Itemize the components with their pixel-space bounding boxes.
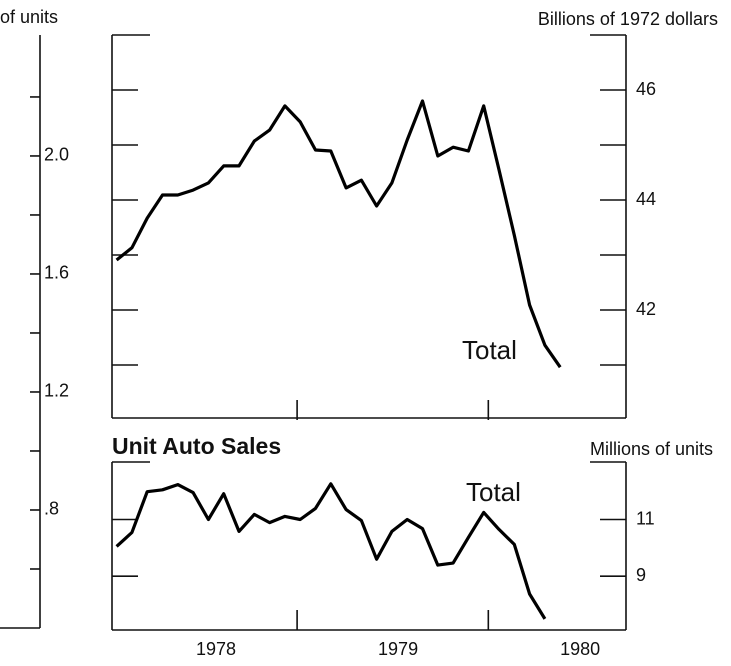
panel-title: Unit Auto Sales: [112, 433, 281, 459]
y-tick-label: 1.2: [44, 381, 69, 401]
series-annotation: Total: [466, 477, 521, 507]
series-line: [115, 99, 562, 369]
bottom-axis-label: Millions of units: [590, 439, 713, 459]
x-tick-label: 1979: [378, 639, 418, 659]
top-axis-label: Billions of 1972 dollars: [538, 9, 718, 29]
y-tick-label: 44: [636, 189, 656, 209]
y-tick-label: 42: [636, 299, 656, 319]
left-axis-label: of units: [0, 7, 58, 27]
series-annotation: Total: [462, 335, 517, 365]
x-tick-label: 1978: [196, 639, 236, 659]
y-tick-label: .8: [44, 499, 59, 519]
frames: [0, 34, 627, 631]
y-tick-label: 1.6: [44, 263, 69, 283]
x-tick-label: 1980: [560, 639, 600, 659]
y-tick-label: 11: [636, 508, 655, 528]
series-line: [115, 482, 547, 620]
y-tick-label: 46: [636, 79, 656, 99]
y-tick-label: 2.0: [44, 145, 69, 165]
y-tick-label: 9: [636, 565, 646, 585]
